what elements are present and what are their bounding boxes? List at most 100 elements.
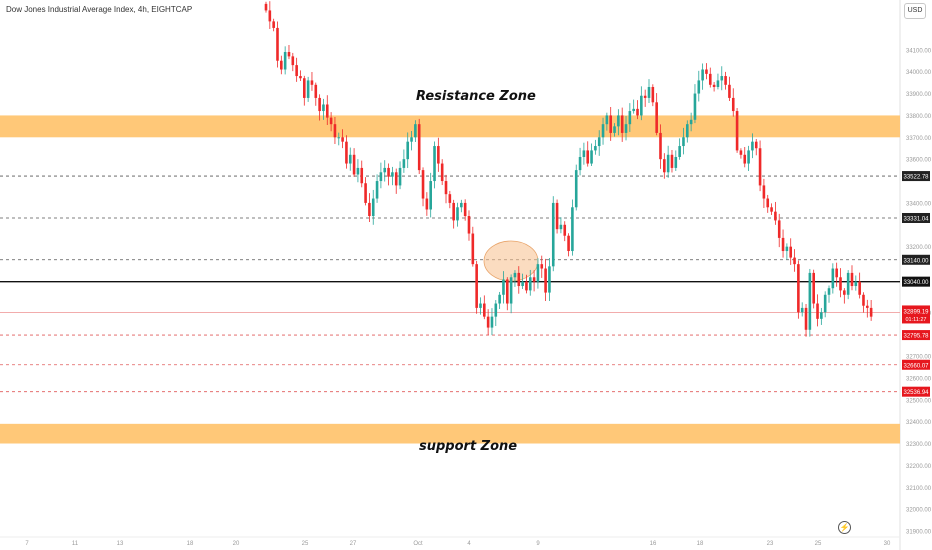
candle-body: [306, 80, 310, 98]
candle-body: [712, 84, 716, 87]
candle-body: [647, 86, 651, 98]
candle-body: [609, 115, 612, 133]
candle-body: [360, 167, 364, 184]
candle-body: [674, 156, 678, 168]
candle-body: [643, 95, 647, 98]
candle-body: [785, 246, 789, 252]
candle-body: [437, 146, 440, 164]
price-tick-label: 32300.00: [906, 442, 932, 448]
candle-body: [624, 124, 628, 133]
candle-body: [628, 111, 632, 125]
candle-body: [398, 167, 402, 186]
price-tick-label: 32700.00: [906, 355, 932, 361]
price-tick-label: 33200.00: [906, 245, 932, 251]
price-tag-bg: [902, 254, 930, 265]
support-zone-label: support Zone: [419, 439, 518, 454]
candle-body: [651, 86, 655, 103]
candle-body: [264, 3, 268, 11]
candle-body: [774, 211, 777, 221]
symbol-title[interactable]: Dow Jones Industrial Average Index, 4h, …: [6, 5, 193, 14]
candle-body: [498, 294, 501, 304]
candle-body: [731, 97, 735, 112]
candle-body: [379, 172, 383, 182]
candle-body: [448, 194, 452, 203]
candle-body: [666, 154, 670, 173]
candle-body: [280, 60, 283, 70]
candle-body: [303, 78, 306, 98]
price-tag-bg: [902, 212, 930, 223]
candle-body: [394, 172, 398, 186]
candle-body: [663, 159, 666, 173]
last-price-label: 32899.19: [903, 309, 929, 315]
candle-body: [513, 272, 517, 278]
candle-body: [678, 146, 681, 157]
candle-body: [460, 202, 463, 208]
candle-body: [548, 266, 551, 293]
price-tick-label: 32600.00: [906, 376, 932, 382]
candle-body: [337, 137, 341, 139]
price-tick-label: 33800.00: [906, 114, 932, 120]
price-tag-label: 33331.04: [903, 216, 929, 222]
candle-body: [655, 102, 658, 133]
currency-button[interactable]: USD: [904, 3, 926, 19]
candle-body: [686, 124, 689, 138]
candle-body: [479, 303, 482, 308]
resistance-zone: [0, 115, 900, 138]
candle-body: [318, 97, 321, 112]
price-tick-label: 32200.00: [906, 464, 932, 470]
candle-body: [391, 172, 394, 177]
lightning-bolt-icon[interactable]: ⚡: [838, 521, 851, 534]
candle-body: [854, 281, 858, 287]
candle-body: [444, 181, 448, 195]
candle-body: [636, 108, 639, 116]
candle-body: [613, 126, 616, 133]
price-tick-label: 34000.00: [906, 70, 932, 76]
candle-body: [551, 202, 555, 267]
candle-body: [368, 202, 371, 217]
candle-body: [839, 277, 842, 291]
candle-body: [751, 141, 754, 151]
candle-body: [291, 56, 295, 66]
price-tick-label: 31900.00: [906, 530, 932, 536]
candle-body: [345, 141, 348, 164]
candle-body: [417, 124, 421, 171]
candle-body: [540, 264, 544, 269]
candle-body: [820, 312, 823, 319]
candle-body: [850, 272, 854, 287]
time-tick-label: 20: [233, 541, 240, 547]
candle-body: [869, 307, 873, 317]
candle-body: [433, 146, 436, 182]
candle-body: [578, 156, 582, 171]
price-tag-label: 32536.94: [903, 390, 929, 396]
candle-body: [728, 84, 731, 98]
time-tick-label: 25: [302, 541, 309, 547]
candle-body: [781, 237, 785, 252]
candle-body: [682, 137, 685, 147]
candle-body: [571, 207, 574, 252]
candle-body: [525, 281, 528, 291]
candle-body: [812, 272, 815, 304]
price-tick-label: 34100.00: [906, 48, 932, 54]
price-tag-label: 33140.00: [903, 258, 929, 264]
candle-body: [816, 303, 819, 319]
candle-body: [754, 141, 758, 149]
price-axis: [900, 0, 932, 550]
candle-body: [574, 170, 578, 208]
price-tag-label: 33522.78: [903, 175, 929, 181]
candle-body: [659, 132, 662, 160]
candle-body: [502, 279, 505, 295]
candle-body: [843, 290, 846, 295]
candle-body: [414, 124, 417, 138]
candle-body: [858, 281, 861, 295]
candle-body: [716, 80, 720, 87]
candle-body: [823, 294, 827, 313]
candle-body: [808, 272, 812, 330]
candle-body: [789, 246, 793, 258]
price-tag-label: 32795.78: [903, 334, 929, 340]
candle-body: [295, 65, 298, 77]
candle-body: [490, 316, 494, 328]
candle-body: [406, 141, 410, 160]
candle-body: [559, 224, 563, 230]
